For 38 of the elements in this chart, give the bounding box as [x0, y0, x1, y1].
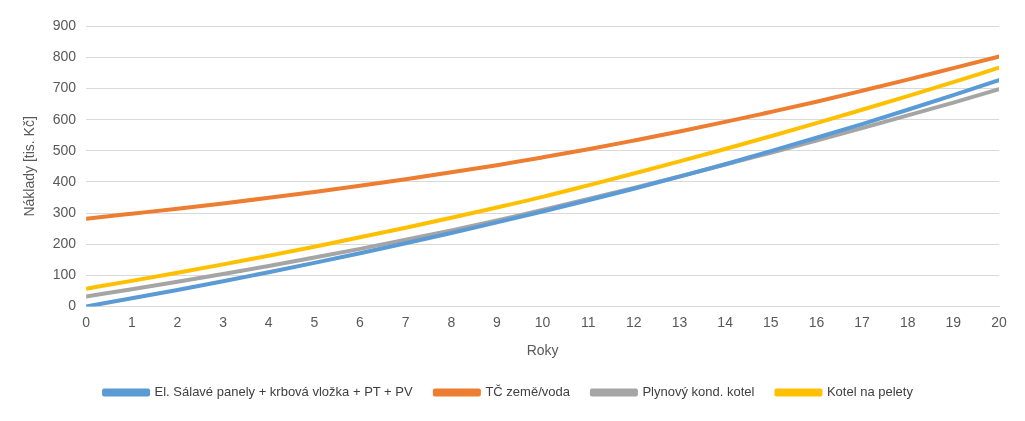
- y-tick-label: 300: [52, 203, 77, 220]
- y-tick-label: 700: [52, 79, 77, 96]
- y-tick-label: 800: [52, 48, 77, 65]
- x-tick-label: 4: [264, 313, 273, 330]
- x-tick-label: 3: [219, 313, 228, 330]
- y-tick-label: 0: [68, 297, 77, 314]
- x-tick-label: 20: [991, 313, 1007, 330]
- legend-label: TČ země/voda: [485, 384, 571, 400]
- legend-label: Plynový kond. kotel: [642, 384, 755, 400]
- y-tick-label: 900: [52, 17, 77, 34]
- x-tick-label: 9: [493, 313, 502, 330]
- x-tick-label: 11: [580, 313, 596, 330]
- x-axis-title: Roky: [526, 342, 559, 359]
- x-tick-label: 16: [808, 313, 825, 330]
- x-tick-label: 6: [356, 313, 365, 330]
- x-tick-label: 1: [127, 313, 136, 330]
- x-tick-label: 14: [717, 313, 734, 330]
- y-tick-label: 100: [52, 266, 77, 283]
- y-axis-title: Náklady [tis. Kč]: [21, 116, 38, 217]
- x-tick-label: 7: [401, 313, 410, 330]
- legend-label: El. Sálavé panely + krbová vložka + PT + PV: [154, 384, 413, 400]
- line-series: [86, 54, 999, 221]
- x-tick-label: 10: [534, 313, 551, 330]
- x-tick-label: 0: [82, 313, 91, 330]
- x-tick-label: 8: [447, 313, 456, 330]
- y-tick-label: 400: [52, 172, 77, 189]
- legend-label: Kotel na pelety: [826, 384, 914, 400]
- x-tick-label: 15: [763, 313, 779, 330]
- y-tick-label: 200: [52, 235, 77, 252]
- x-tick-label: 17: [854, 313, 871, 330]
- x-tick-label: 5: [310, 313, 319, 330]
- x-tick-label: 12: [626, 313, 642, 330]
- y-tick-label: 500: [52, 141, 77, 158]
- y-tick-label: 600: [52, 110, 77, 127]
- x-tick-label: 18: [899, 313, 916, 330]
- x-tick-label: 19: [945, 313, 962, 330]
- x-tick-label: 13: [671, 313, 688, 330]
- x-tick-label: 2: [173, 313, 182, 330]
